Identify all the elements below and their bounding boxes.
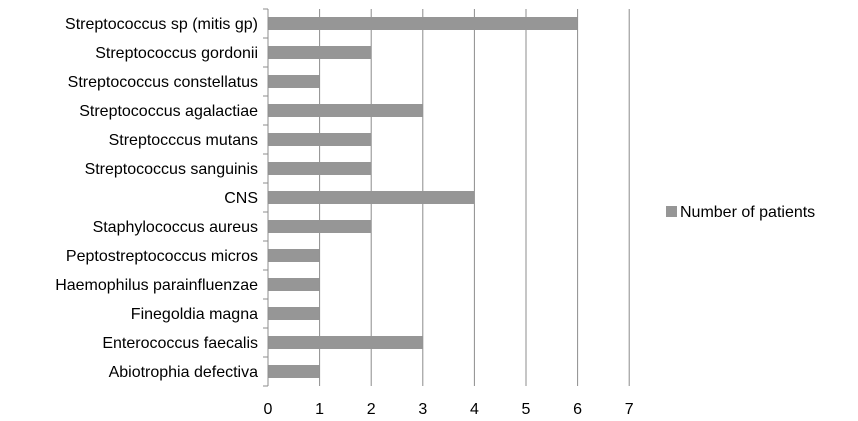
category-label-9: Haemophilus parainfluenzae [55,277,258,294]
bar-3 [268,104,423,117]
category-label-0: Streptococcus sp (mitis gp) [65,16,258,33]
category-label-5: Streptococcus sanguinis [85,161,258,178]
bar-6 [268,191,475,204]
bar-9 [268,278,320,291]
category-label-3: Streptococcus agalactiae [79,103,258,120]
legend: Number of patients [666,204,815,221]
x-tick-label-3: 3 [418,401,427,418]
bar-5 [268,162,372,175]
category-label-7: Staphylococcus aureus [93,219,258,236]
category-label-10: Finegoldia magna [131,306,258,323]
category-labels: Streptococcus sp (mitis gp) Streptococcus… [55,16,258,381]
x-tick-labels: 0 1 2 3 4 5 6 7 [264,401,634,418]
bar-2 [268,75,320,88]
bar-10 [268,307,320,320]
bar-0 [268,17,578,30]
category-label-6: CNS [224,190,258,207]
x-tick-label-5: 5 [522,401,531,418]
x-tick-label-0: 0 [264,401,273,418]
bar-7 [268,220,372,233]
x-tick-label-1: 1 [315,401,324,418]
bar-8 [268,249,320,262]
bar-12 [268,365,320,378]
category-label-12: Abiotrophia defectiva [109,364,259,381]
category-label-4: Streptocccus mutans [109,132,258,149]
x-tick-label-7: 7 [625,401,634,418]
x-tick-label-6: 6 [573,401,582,418]
category-label-8: Peptostreptococcus micros [66,248,258,265]
category-label-2: Streptococcus constellatus [68,74,258,91]
x-tick-label-2: 2 [367,401,376,418]
legend-label: Number of patients [680,204,815,221]
bar-1 [268,46,372,59]
x-tick-label-4: 4 [470,401,479,418]
bar-4 [268,133,372,146]
bar-11 [268,336,423,349]
category-label-11: Enterococcus faecalis [102,335,258,352]
legend-swatch [666,206,677,217]
bars-layer [268,17,578,378]
axis-layer [263,8,269,387]
category-label-1: Streptococcus gordonii [95,45,258,62]
